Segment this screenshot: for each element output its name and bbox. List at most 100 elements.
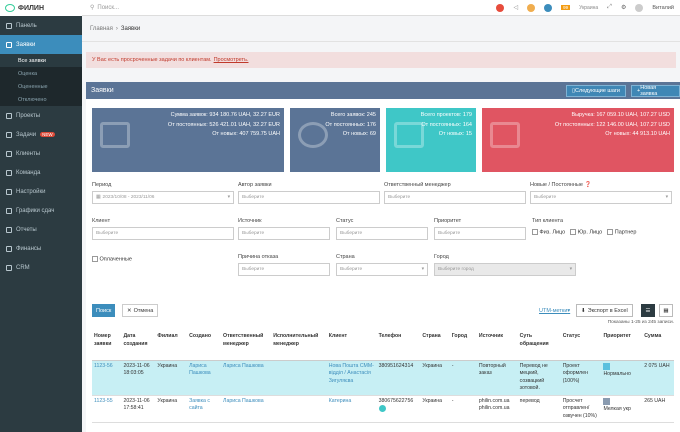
sidebar-item[interactable]: Клиенты <box>0 144 82 163</box>
column-header[interactable]: Клиент <box>326 330 377 361</box>
cell-num[interactable]: 1123-55 <box>92 395 122 423</box>
search-input[interactable]: Поиск... <box>97 4 120 11</box>
stat-card-sum: Сумма заявок: 934 180.76 UAH, 32.27 EUR О… <box>92 108 284 172</box>
sidebar-item[interactable]: CRM <box>0 258 82 277</box>
cell-client[interactable]: Катерина <box>326 395 377 423</box>
app-logo[interactable]: ФИЛИН <box>0 0 82 16</box>
new-request-button[interactable]: + Новая заявка <box>631 84 680 97</box>
help-icon: ❓ <box>584 182 592 188</box>
user-name[interactable]: Виталий <box>652 4 674 11</box>
sidebar-item[interactable]: Оцененные <box>0 80 82 93</box>
sidebar-item[interactable]: Команда <box>0 163 82 182</box>
column-header[interactable]: Приоритет <box>601 330 643 361</box>
sidebar-item[interactable]: Отключено <box>0 93 82 106</box>
sidebar-item[interactable]: Отчеты <box>0 220 82 239</box>
column-header[interactable]: Суть обращения <box>517 330 561 361</box>
sidebar-item[interactable]: Проекты <box>0 106 82 125</box>
filter-paid[interactable]: Оплаченные <box>92 256 192 262</box>
sidebar-item[interactable]: Все заявки <box>0 54 82 67</box>
cell-city: - <box>449 395 477 423</box>
export-excel-button[interactable]: ⬇ Экспорт в Excel <box>576 304 633 317</box>
column-header[interactable]: Телефон <box>376 330 421 361</box>
cell-resp[interactable]: Лариса Пашкова <box>221 395 272 423</box>
sidebar-item[interactable]: Панель <box>0 16 82 35</box>
utm-link[interactable]: UTM-метки ▾ <box>539 307 571 314</box>
column-header[interactable]: Номер заявки <box>92 330 122 361</box>
team-icon <box>6 169 12 176</box>
chart-icon <box>6 226 12 233</box>
period-input[interactable]: ▦ 2023/10/08 - 2023/11/06 ▾ <box>92 191 234 204</box>
city-select[interactable]: Выберите город ▾ <box>434 263 576 276</box>
ctype-partner-checkbox[interactable]: Партнер <box>607 229 636 235</box>
requests-table: Номер заявки Дата создания Филиал Создано От… <box>92 330 674 423</box>
filter-status: Статус Выберите <box>336 218 428 240</box>
telegram-icon[interactable] <box>544 3 553 12</box>
sound-icon[interactable]: ◁ <box>513 5 519 11</box>
table-row[interactable]: 1123-56 2023-11-06 18:03:05 Украина Лариса … <box>92 360 674 396</box>
column-header[interactable]: Дата создания <box>121 330 156 361</box>
fullscreen-icon[interactable]: ⤢ <box>607 4 612 10</box>
sidebar-item[interactable]: Задачи NEW <box>0 125 82 144</box>
column-header[interactable]: Статус <box>560 330 602 361</box>
lang-label[interactable]: Украина <box>579 4 599 11</box>
manager-select[interactable]: Выберите <box>384 191 526 204</box>
column-header[interactable]: Ответственный менеджер <box>221 330 272 361</box>
card-line: Всего проектов: 179 <box>420 112 472 118</box>
next-steps-button[interactable]: ▯ Следующие шаги <box>566 84 626 97</box>
avatar[interactable] <box>635 3 644 12</box>
grid-view-icon[interactable]: ▦ <box>659 304 673 317</box>
sidebar-item[interactable]: Заявки <box>0 35 82 54</box>
cell-resp[interactable]: Лариса Пашкова <box>221 360 272 396</box>
cancel-button[interactable]: ✕ Отмена <box>122 304 159 317</box>
help-icon[interactable] <box>527 3 536 12</box>
search-button[interactable]: Поиск <box>92 304 116 317</box>
record-icon[interactable] <box>496 3 505 12</box>
card-line: От постоянных: 526 421.01 UAH, 32.27 EUR <box>167 121 280 128</box>
column-header[interactable]: Филиал <box>155 330 188 361</box>
pagination-info: Показаны 1-25 из 245 записи. <box>607 320 674 325</box>
cell-created[interactable]: Заявка с сайта <box>187 395 222 423</box>
filter-author: Автор заявки Выберите <box>238 182 380 204</box>
calendar-icon <box>6 207 12 214</box>
source-select[interactable]: Выберите <box>238 227 330 240</box>
reason-select[interactable]: Выберите <box>238 263 330 276</box>
newold-select[interactable]: Выберите ▾ <box>530 191 672 204</box>
sidebar-item[interactable]: Графики сдач <box>0 201 82 220</box>
cell-created[interactable]: Лариса Пашкова <box>187 360 222 396</box>
breadcrumb-home[interactable]: Главная <box>90 25 113 32</box>
filter-source: Источник Выберите <box>238 218 330 240</box>
alert-view-link[interactable]: Просмотреть. <box>213 57 249 63</box>
column-header[interactable]: Город <box>449 330 477 361</box>
call-icon[interactable] <box>378 405 386 412</box>
sidebar-item[interactable]: Финансы <box>0 239 82 258</box>
column-header[interactable]: Источник <box>476 330 518 361</box>
author-select[interactable]: Выберите <box>238 191 380 204</box>
status-select[interactable]: Выберите <box>336 227 428 240</box>
client-select[interactable]: Выберите <box>92 227 234 240</box>
table-row[interactable]: 1123-55 2023-11-06 17:58:41 Украина Заявка … <box>92 395 674 423</box>
column-header[interactable]: Страна <box>420 330 450 361</box>
gear-icon[interactable]: ⚙ <box>620 5 627 11</box>
column-header[interactable]: Исполнительный менеджер <box>271 330 327 361</box>
ctype-company-checkbox[interactable]: Юр. Лицо <box>570 229 602 235</box>
column-header[interactable]: Сумма <box>642 330 674 361</box>
sidebar-item[interactable]: Оценка <box>0 67 82 80</box>
country-select[interactable]: Выберите ▾ <box>336 263 428 276</box>
cell-client[interactable]: Нова Пошта СММ-відділ / Анастасія Зигуля… <box>326 360 377 396</box>
search-box[interactable]: ⚲ Поиск... <box>82 4 442 12</box>
filter-client: Клиент Выберите <box>92 218 234 240</box>
list-view-icon[interactable]: ☰ <box>641 304 655 317</box>
cell-country: Украина <box>420 395 450 423</box>
column-header[interactable]: Создано <box>187 330 222 361</box>
cell-branch: Украина <box>155 395 188 423</box>
folder-icon <box>6 112 12 119</box>
panel-header: Заявки ▯ Следующие шаги + Новая заявка <box>86 82 680 99</box>
notification-badge[interactable]: 99 <box>561 5 571 10</box>
sidebar-item[interactable]: Настройки <box>0 182 82 201</box>
paid-checkbox[interactable] <box>92 256 98 262</box>
priority-select[interactable]: Выберите <box>434 227 526 240</box>
main-content: Главная › Заявки У Вас есть просроченные… <box>82 16 680 432</box>
card-line: От новых: 407 759.75 UAH <box>212 131 280 137</box>
cell-num[interactable]: 1123-56 <box>92 360 122 396</box>
ctype-person-checkbox[interactable]: Физ. Лицо <box>532 229 565 235</box>
